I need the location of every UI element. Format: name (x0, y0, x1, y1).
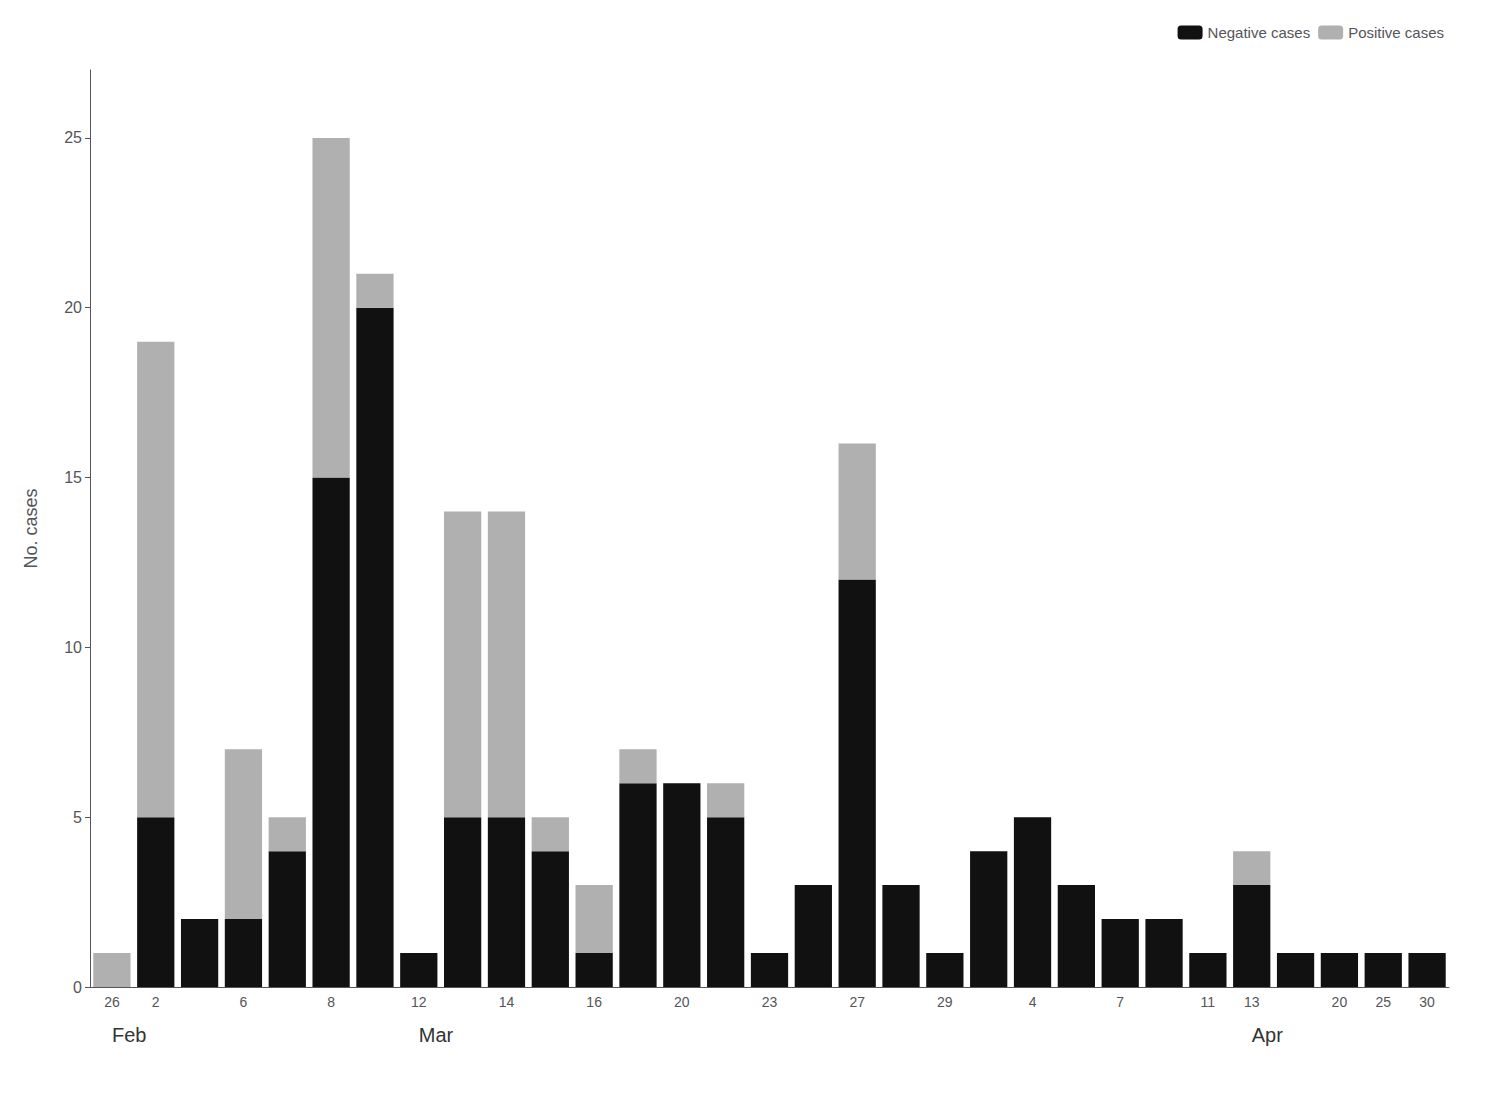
svg-text:25: 25 (1375, 994, 1391, 1010)
svg-text:No. cases: No. cases (21, 488, 41, 568)
svg-text:11: 11 (1201, 994, 1216, 1010)
svg-text:16: 16 (586, 994, 602, 1010)
svg-text:7: 7 (1116, 994, 1124, 1010)
svg-text:5: 5 (73, 809, 82, 826)
svg-text:20: 20 (674, 994, 690, 1010)
svg-text:12: 12 (411, 994, 427, 1010)
svg-text:2: 2 (152, 994, 160, 1010)
svg-text:6: 6 (240, 994, 248, 1010)
svg-text:20: 20 (1332, 994, 1348, 1010)
svg-text:4: 4 (1029, 994, 1037, 1010)
svg-text:Mar: Mar (419, 1024, 454, 1046)
svg-text:Feb: Feb (112, 1024, 146, 1046)
svg-text:0: 0 (73, 979, 82, 996)
svg-text:30: 30 (1419, 994, 1435, 1010)
svg-text:14: 14 (499, 994, 515, 1010)
svg-text:23: 23 (762, 994, 778, 1010)
svg-text:Positive cases: Positive cases (1348, 24, 1444, 41)
svg-text:8: 8 (327, 994, 335, 1010)
svg-text:25: 25 (64, 129, 82, 146)
svg-text:20: 20 (64, 299, 82, 316)
svg-text:Apr: Apr (1252, 1024, 1283, 1046)
svg-text:27: 27 (849, 994, 865, 1010)
svg-text:29: 29 (937, 994, 953, 1010)
svg-text:13: 13 (1244, 994, 1260, 1010)
svg-text:10: 10 (64, 639, 82, 656)
svg-text:Negative cases: Negative cases (1208, 24, 1311, 41)
svg-text:15: 15 (64, 469, 82, 486)
svg-text:26: 26 (104, 994, 120, 1010)
